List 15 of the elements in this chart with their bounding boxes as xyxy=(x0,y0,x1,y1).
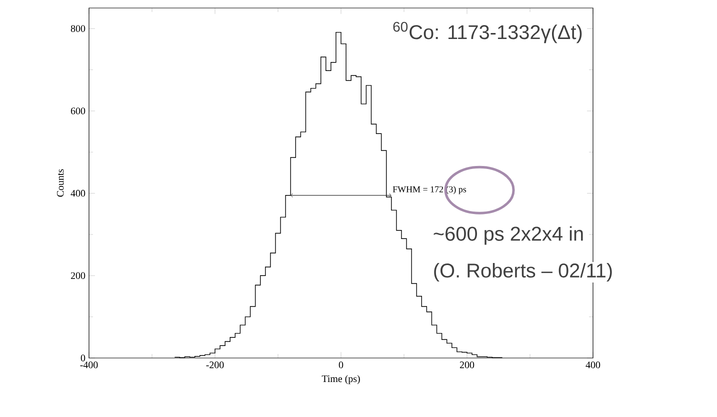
y-tick-label: 800 xyxy=(70,25,86,32)
y-tick-label: 0 xyxy=(80,354,86,362)
annotation: (O. Roberts – 02/11) xyxy=(434,262,612,282)
y-tick-label: 400 xyxy=(70,190,86,197)
text: $^{60}$Co: 1173-1332γ(Δt) xyxy=(393,22,582,44)
x-tick-label: -400 xyxy=(80,362,98,368)
x-axis-title: Time (ps) xyxy=(322,375,360,384)
annotation: ~600 ps 2x2x4 in xyxy=(434,226,583,245)
x-tick-label: 200 xyxy=(460,362,474,368)
y-tick-label: 600 xyxy=(70,108,86,114)
y-axis-title: Counts xyxy=(57,169,64,197)
y-tick-label: 200 xyxy=(70,272,86,280)
x-tick-label: -200 xyxy=(206,362,224,368)
x-tick-label: 400 xyxy=(586,362,600,368)
x-tick-label: 0 xyxy=(338,362,344,368)
